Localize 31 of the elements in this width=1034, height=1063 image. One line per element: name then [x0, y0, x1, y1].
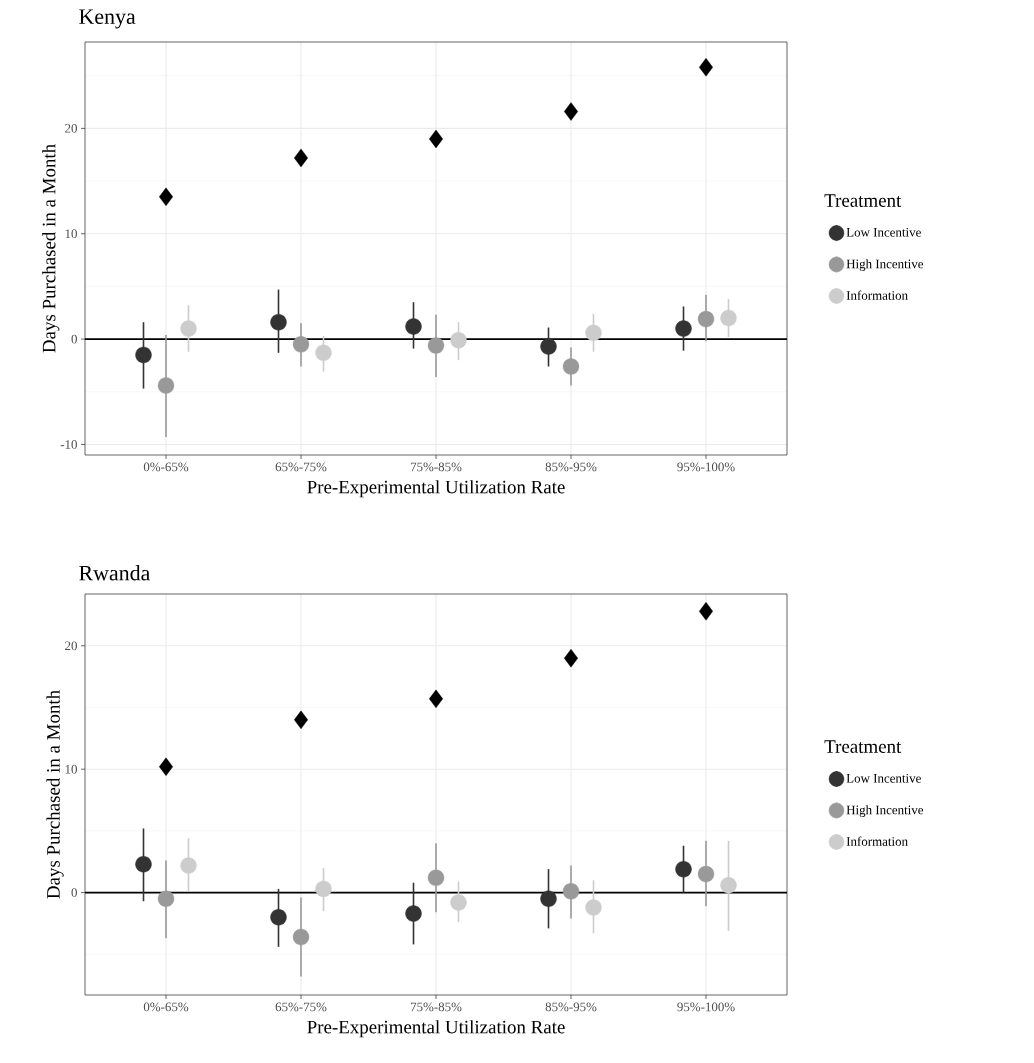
x-tick-label: 75%-85% — [410, 462, 462, 472]
legend-title: Treatment — [824, 194, 902, 207]
x-tick-label: 85%-95% — [545, 1002, 597, 1012]
x-axis-title: Pre-Experimental Utilization Rate — [307, 1020, 565, 1038]
x-tick-label: 65%-75% — [275, 1002, 327, 1012]
y-tick-label: 20 — [65, 124, 77, 133]
y-axis-title: Days Purchased in a Month — [46, 690, 64, 899]
y-tick-label: 10 — [65, 229, 77, 239]
legend-label: Information — [846, 290, 908, 300]
y-tick-label: -10 — [60, 440, 77, 449]
x-tick-label: 95%-100% — [677, 1002, 735, 1012]
x-tick-label: 85%-95% — [545, 462, 597, 472]
y-tick-label: 0 — [71, 334, 77, 344]
y-tick-label: 0 — [71, 888, 77, 897]
legend-title: Treatment — [824, 740, 902, 753]
x-tick-label: 95%-100% — [677, 462, 735, 472]
legend-label: Low Incentive — [846, 773, 921, 783]
y-axis-title: Days Purchased in a Month — [42, 144, 60, 353]
x-axis-title: Pre-Experimental Utilization Rate — [307, 480, 565, 498]
chart-title: Rwanda — [79, 565, 151, 581]
legend-label: Information — [846, 836, 908, 846]
y-tick-label: 10 — [65, 764, 77, 774]
legend-label: High Incentive — [846, 805, 924, 817]
legend-label: High Incentive — [846, 259, 924, 271]
legend-label: Low Incentive — [846, 227, 921, 237]
x-tick-label: 0%-65% — [143, 462, 189, 472]
x-tick-label: 75%-85% — [410, 1002, 462, 1012]
chart-title: Kenya — [79, 9, 136, 29]
x-tick-label: 65%-75% — [275, 462, 327, 472]
y-tick-label: 20 — [65, 641, 77, 651]
x-tick-label: 0%-65% — [143, 1002, 189, 1012]
